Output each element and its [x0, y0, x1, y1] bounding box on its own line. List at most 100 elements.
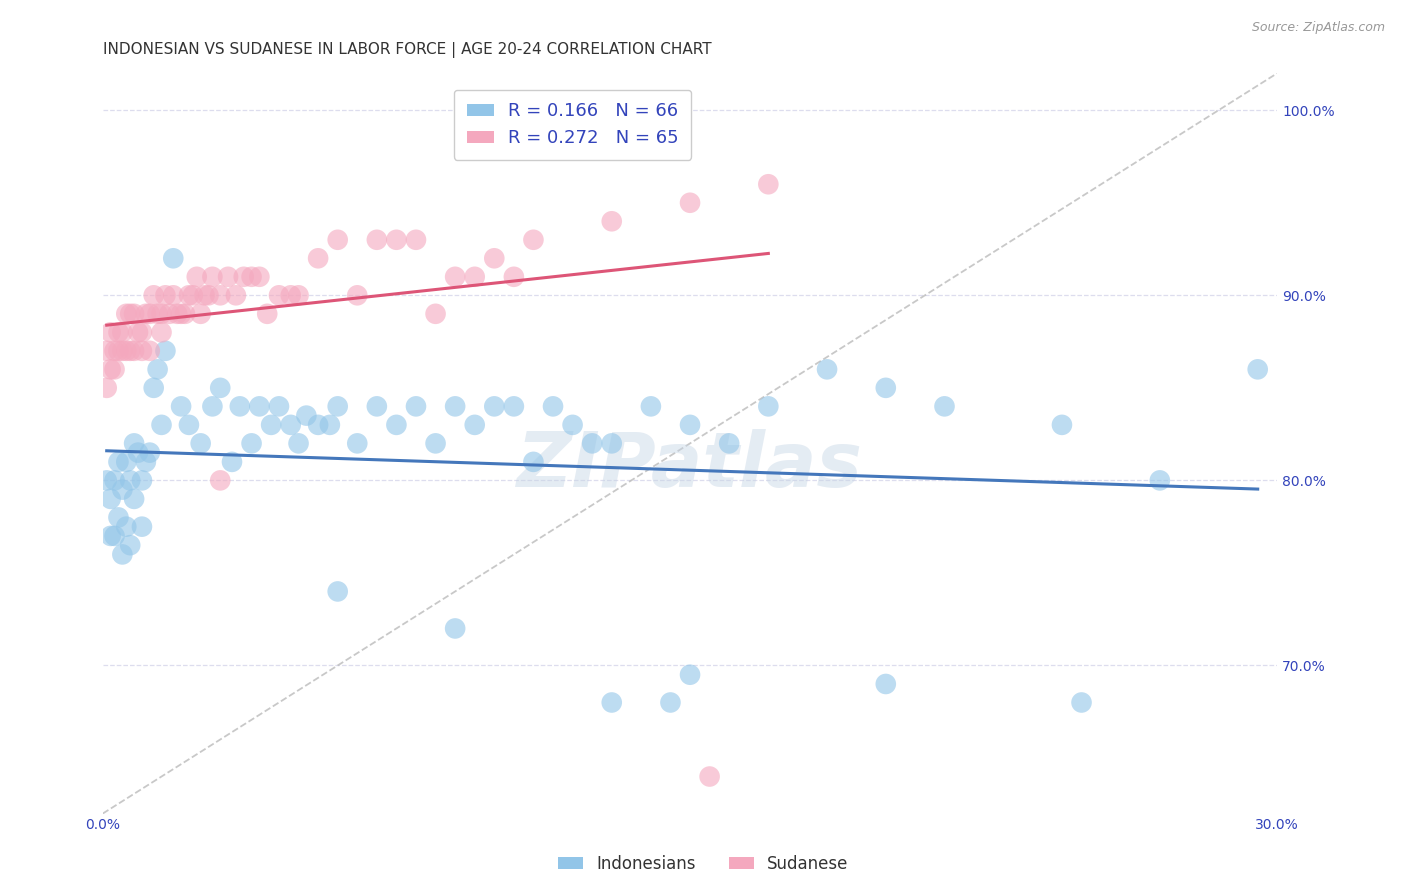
Point	[115, 455, 138, 469]
Point	[103, 362, 125, 376]
Point	[150, 307, 173, 321]
Point	[464, 269, 486, 284]
Point	[444, 622, 467, 636]
Point	[232, 269, 254, 284]
Point	[640, 400, 662, 414]
Point	[111, 483, 134, 497]
Point	[425, 436, 447, 450]
Point	[115, 343, 138, 358]
Point	[111, 326, 134, 340]
Point	[934, 400, 956, 414]
Point	[146, 362, 169, 376]
Point	[142, 381, 165, 395]
Point	[174, 307, 197, 321]
Point	[120, 307, 142, 321]
Point	[366, 400, 388, 414]
Point	[100, 362, 122, 376]
Point	[122, 343, 145, 358]
Point	[522, 233, 544, 247]
Point	[135, 455, 157, 469]
Point	[96, 381, 118, 395]
Point	[260, 417, 283, 432]
Point	[120, 474, 142, 488]
Point	[111, 548, 134, 562]
Point	[718, 436, 741, 450]
Point	[699, 770, 721, 784]
Point	[139, 343, 162, 358]
Point	[170, 400, 193, 414]
Point	[209, 474, 232, 488]
Point	[120, 343, 142, 358]
Point	[194, 288, 217, 302]
Point	[111, 343, 134, 358]
Point	[155, 288, 177, 302]
Point	[190, 436, 212, 450]
Point	[181, 288, 204, 302]
Point	[177, 288, 200, 302]
Point	[600, 696, 623, 710]
Point	[756, 178, 779, 192]
Point	[209, 381, 232, 395]
Point	[107, 326, 129, 340]
Point	[247, 269, 270, 284]
Text: ZIPatlas: ZIPatlas	[517, 428, 863, 502]
Point	[659, 103, 682, 118]
Point	[139, 445, 162, 459]
Point	[679, 667, 702, 681]
Point	[295, 409, 318, 423]
Point	[131, 326, 153, 340]
Point	[280, 288, 302, 302]
Point	[385, 417, 408, 432]
Point	[484, 252, 506, 266]
Point	[659, 696, 682, 710]
Point	[385, 233, 408, 247]
Point	[162, 252, 184, 266]
Point	[679, 195, 702, 210]
Text: INDONESIAN VS SUDANESE IN LABOR FORCE | AGE 20-24 CORRELATION CHART: INDONESIAN VS SUDANESE IN LABOR FORCE | …	[103, 42, 711, 58]
Point	[502, 269, 524, 284]
Point	[122, 491, 145, 506]
Point	[229, 400, 252, 414]
Point	[217, 269, 239, 284]
Point	[122, 436, 145, 450]
Point	[142, 288, 165, 302]
Legend: R = 0.166   N = 66, R = 0.272   N = 65: R = 0.166 N = 66, R = 0.272 N = 65	[454, 89, 692, 160]
Point	[100, 326, 122, 340]
Point	[326, 584, 349, 599]
Point	[326, 400, 349, 414]
Point	[100, 491, 122, 506]
Point	[600, 214, 623, 228]
Point	[146, 307, 169, 321]
Point	[1070, 696, 1092, 710]
Point	[225, 288, 247, 302]
Point	[307, 252, 329, 266]
Point	[405, 400, 427, 414]
Point	[366, 233, 388, 247]
Point	[541, 400, 564, 414]
Point	[157, 307, 180, 321]
Point	[100, 529, 122, 543]
Point	[326, 233, 349, 247]
Point	[135, 307, 157, 321]
Point	[287, 288, 309, 302]
Point	[131, 474, 153, 488]
Point	[425, 307, 447, 321]
Point	[177, 417, 200, 432]
Point	[139, 307, 162, 321]
Point	[1050, 417, 1073, 432]
Point	[280, 417, 302, 432]
Point	[96, 343, 118, 358]
Point	[756, 400, 779, 414]
Text: Source: ZipAtlas.com: Source: ZipAtlas.com	[1251, 21, 1385, 34]
Point	[115, 307, 138, 321]
Point	[444, 269, 467, 284]
Point	[103, 343, 125, 358]
Point	[319, 417, 342, 432]
Point	[256, 307, 278, 321]
Point	[267, 288, 290, 302]
Point	[484, 400, 506, 414]
Point	[405, 233, 427, 247]
Point	[166, 307, 188, 321]
Point	[1247, 362, 1270, 376]
Point	[522, 455, 544, 469]
